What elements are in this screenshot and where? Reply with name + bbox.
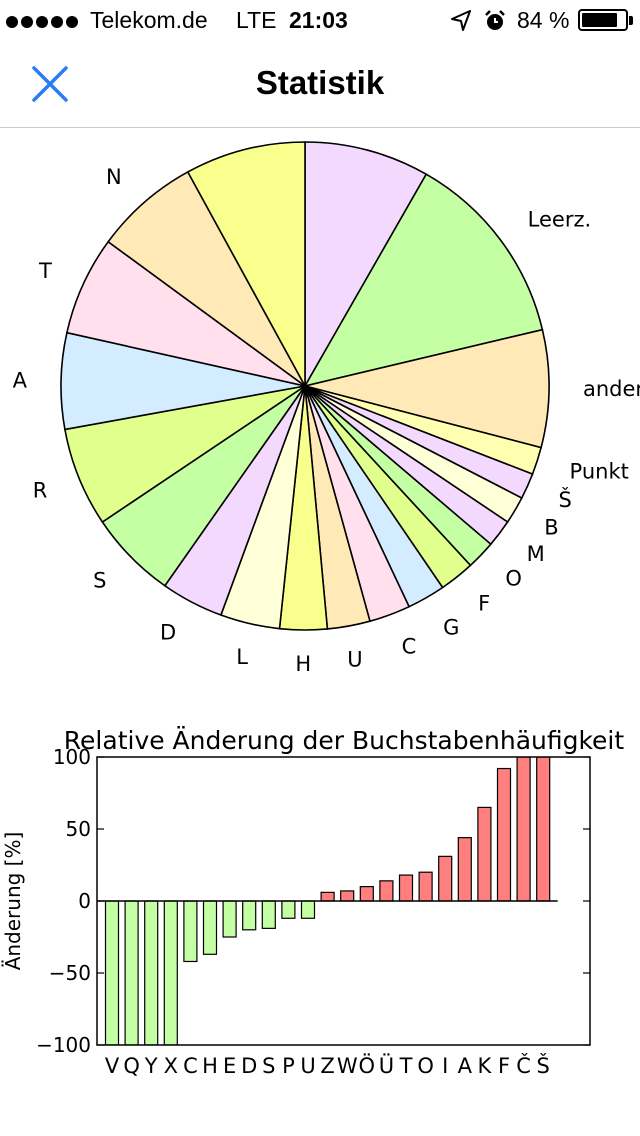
pie-label: S — [93, 569, 106, 593]
y-tick-label: 0 — [78, 889, 91, 913]
battery-percentage: 84 % — [517, 7, 570, 33]
x-tick-label: Ö — [359, 1053, 376, 1078]
x-tick-label: E — [223, 1054, 236, 1078]
x-tick-label: P — [282, 1054, 295, 1078]
bar — [516, 757, 531, 902]
x-tick-label: Z — [320, 1054, 334, 1078]
y-axis-label: Änderung [%] — [1, 832, 25, 971]
pie-slice — [107, 170, 306, 387]
x-tick-label: K — [478, 1054, 493, 1078]
pie-label: andere — [583, 377, 640, 401]
pie-label: D — [160, 620, 176, 644]
bar — [163, 900, 178, 1045]
bar — [340, 890, 355, 902]
bar — [124, 900, 139, 1045]
y-tick-label: 50 — [66, 817, 91, 841]
x-tick-label: I — [442, 1054, 448, 1078]
clock: 21:03 — [289, 7, 348, 33]
bar — [418, 871, 433, 902]
battery-icon — [578, 9, 628, 31]
x-tick-label: F — [498, 1054, 510, 1078]
pie-label: N — [106, 165, 122, 189]
bar — [202, 900, 218, 955]
pie-slice — [304, 141, 428, 390]
alarm-icon — [483, 5, 507, 36]
x-tick-label: V — [105, 1054, 120, 1078]
x-tick-label: Ü — [379, 1053, 394, 1078]
y-tick-label: 100 — [53, 745, 91, 769]
bar — [536, 757, 551, 902]
pie-label: Punkt — [570, 459, 629, 483]
x-tick-label: C — [183, 1054, 198, 1078]
x-tick-label: Š — [537, 1053, 550, 1078]
pie-slice — [303, 173, 544, 388]
pie-label: G — [443, 615, 459, 639]
bar — [379, 880, 394, 902]
x-tick-label: A — [458, 1054, 473, 1078]
bar — [242, 900, 257, 931]
bar — [281, 900, 296, 919]
x-tick-label: W — [337, 1054, 358, 1078]
carrier-name: Telekom.de — [90, 7, 208, 33]
pie-label: M — [527, 542, 545, 566]
pie-label: Š — [558, 487, 571, 512]
chart-title: Relative Änderung der Buchstabenhäufigke… — [64, 726, 625, 755]
x-tick-label: D — [241, 1054, 257, 1078]
navigation-bar: Statistik — [0, 40, 640, 128]
pie-label: B — [544, 516, 558, 540]
pie-label: H — [295, 652, 311, 676]
bar — [183, 900, 198, 963]
x-tick-label: O — [417, 1054, 434, 1078]
pie-label: O — [505, 567, 522, 591]
bar — [104, 900, 120, 1045]
bar — [457, 837, 472, 902]
y-tick-label: −50 — [49, 961, 91, 985]
y-tick-label: −100 — [36, 1033, 91, 1057]
bar — [359, 885, 374, 902]
x-tick-label: S — [262, 1054, 275, 1078]
page-title: Statistik — [255, 64, 385, 101]
pie-label: L — [236, 645, 248, 669]
pie-label: U — [347, 647, 362, 671]
network-type: LTE — [236, 7, 277, 33]
signal-strength-icon — [6, 5, 81, 35]
bar — [222, 900, 237, 938]
bar — [300, 900, 316, 919]
x-tick-label: U — [300, 1054, 315, 1078]
bar — [398, 874, 414, 902]
pie-label: R — [33, 478, 48, 502]
bar — [320, 891, 335, 902]
x-tick-label: Q — [123, 1054, 140, 1078]
x-tick-label: H — [202, 1054, 218, 1078]
close-button[interactable] — [28, 62, 72, 106]
x-tick-label: T — [399, 1054, 413, 1078]
close-icon — [32, 66, 68, 102]
pie-slice — [186, 141, 306, 387]
x-tick-label: Y — [144, 1054, 158, 1078]
pie-label: F — [478, 592, 490, 616]
battery-tip — [629, 16, 633, 25]
bar — [477, 806, 492, 902]
x-tick-label: X — [164, 1054, 178, 1078]
bar — [261, 900, 276, 929]
bar — [438, 855, 453, 902]
x-tick-label: Č — [516, 1053, 531, 1078]
pie-slice — [304, 328, 550, 449]
location-icon — [451, 5, 471, 35]
bar — [496, 767, 512, 902]
bar — [144, 900, 159, 1045]
pie-label: A — [13, 368, 28, 392]
pie-label: Leerz. — [528, 208, 592, 232]
pie-label: T — [38, 259, 52, 283]
status-bar: Telekom.de LTE 21:03 84 % — [0, 0, 640, 40]
pie-label: C — [402, 635, 417, 659]
